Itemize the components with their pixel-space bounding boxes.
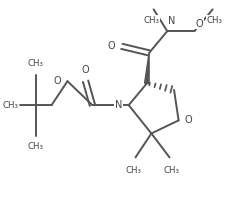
Text: O: O [108, 41, 116, 51]
Text: CH₃: CH₃ [206, 16, 223, 25]
Text: O: O [196, 19, 203, 29]
Text: CH₃: CH₃ [3, 101, 19, 110]
Text: N: N [169, 16, 176, 26]
Text: O: O [185, 115, 193, 125]
Text: N: N [115, 100, 122, 110]
Text: CH₃: CH₃ [28, 142, 44, 151]
Text: O: O [82, 65, 89, 75]
Text: CH₃: CH₃ [126, 166, 142, 175]
Text: O: O [54, 76, 61, 86]
Text: CH₃: CH₃ [163, 166, 179, 175]
Text: CH₃: CH₃ [144, 16, 160, 25]
Polygon shape [145, 53, 149, 83]
Text: CH₃: CH₃ [28, 59, 44, 68]
